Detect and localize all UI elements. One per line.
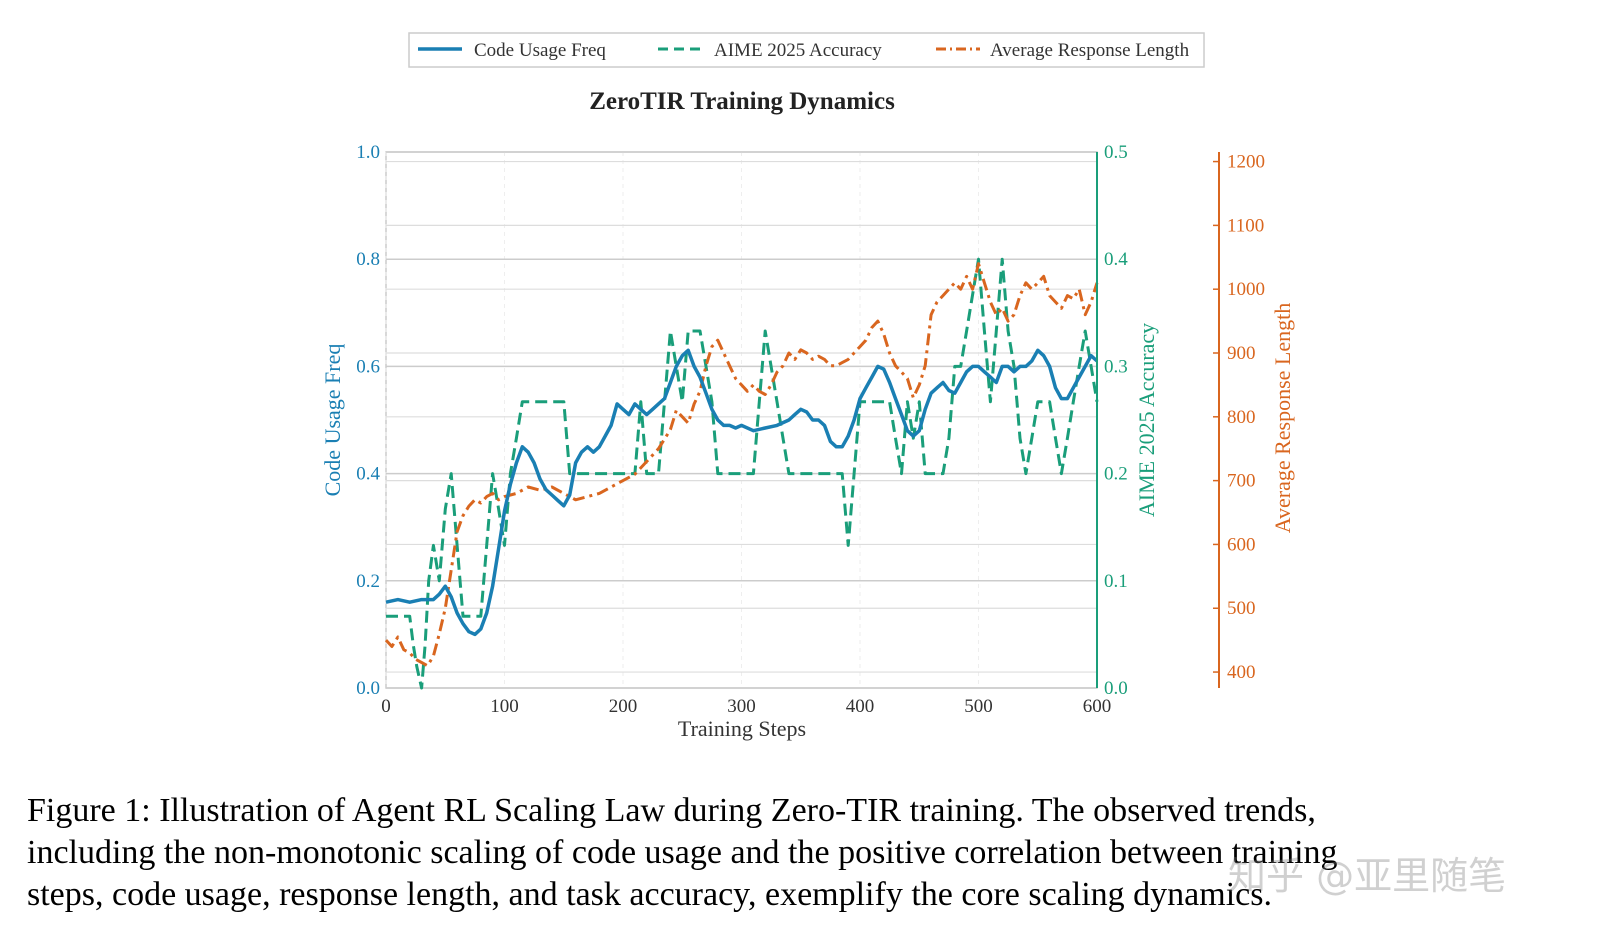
left-axis-label: Code Usage Freq [320, 344, 345, 497]
right-axis-label-aime: AIME 2025 Accuracy [1134, 323, 1159, 517]
right1-tick-label: 0.4 [1104, 249, 1128, 270]
right2-tick-label: 1200 [1227, 152, 1265, 173]
right2-tick-label: 1000 [1227, 279, 1265, 300]
left-tick-label: 0.6 [356, 356, 380, 377]
left-tick-label: 0.8 [356, 249, 380, 270]
left-tick-label: 1.0 [356, 142, 380, 163]
right1-tick-label: 0.5 [1104, 142, 1128, 163]
right2-tick-label: 800 [1227, 407, 1256, 428]
caption-line-3: steps, code usage, response length, and … [27, 876, 1272, 913]
x-tick-label: 400 [846, 696, 875, 717]
figure-caption: Figure 1: Illustration of Agent RL Scali… [27, 790, 1602, 916]
right2-tick-label: 900 [1227, 343, 1256, 364]
caption-line-2: including the non-monotonic scaling of c… [27, 834, 1338, 871]
x-tick-label: 500 [964, 696, 993, 717]
series-layer [384, 257, 1099, 690]
ticks-layer: 0 100 200 300 400 500 6000.00.20.40.60.81.0400… [356, 142, 1265, 717]
aime-accuracy-line [386, 257, 1099, 690]
left-tick-label: 0.4 [356, 464, 380, 485]
grid-lines [385, 151, 1098, 689]
plot-area [385, 151, 1098, 689]
legend-label-code-usage: Code Usage Freq [474, 40, 606, 61]
right1-tick-label: 0.3 [1104, 356, 1128, 377]
right2-tick-label: 700 [1227, 471, 1256, 492]
x-tick-label: 600 [1083, 696, 1112, 717]
right1-tick-label: 0.1 [1104, 571, 1128, 592]
caption-line-1: Figure 1: Illustration of Agent RL Scali… [27, 792, 1316, 829]
x-tick-label: 0 [381, 696, 391, 717]
right1-tick-label: 0.0 [1104, 678, 1128, 699]
x-tick-label: 100 [490, 696, 519, 717]
legend-label-response-length: Average Response Length [990, 40, 1190, 61]
code-usage-line [385, 348, 1099, 637]
chart-figure: Code Usage Freq AIME 2025 Accuracy Avera… [320, 32, 1295, 741]
left-tick-label: 0.2 [356, 571, 380, 592]
x-axis-label: Training Steps [678, 716, 806, 741]
right1-tick-label: 0.2 [1104, 464, 1128, 485]
response-length-line [384, 262, 1099, 668]
right2-tick-label: 500 [1227, 598, 1256, 619]
right2-tick-label: 1100 [1227, 215, 1264, 236]
legend-label-aime: AIME 2025 Accuracy [714, 40, 882, 61]
legend: Code Usage Freq AIME 2025 Accuracy Avera… [408, 32, 1205, 68]
chart-title: ZeroTIR Training Dynamics [589, 88, 895, 115]
axes-layer [1096, 152, 1220, 688]
right-axis-label-response-length: Average Response Length [1270, 303, 1295, 534]
right2-tick-label: 600 [1227, 534, 1256, 555]
watermark: 知乎 @亚里随笔 [1228, 854, 1507, 898]
left-tick-label: 0.0 [356, 678, 380, 699]
right2-tick-label: 400 [1227, 662, 1256, 683]
x-tick-label: 300 [727, 696, 756, 717]
x-tick-label: 200 [609, 696, 638, 717]
